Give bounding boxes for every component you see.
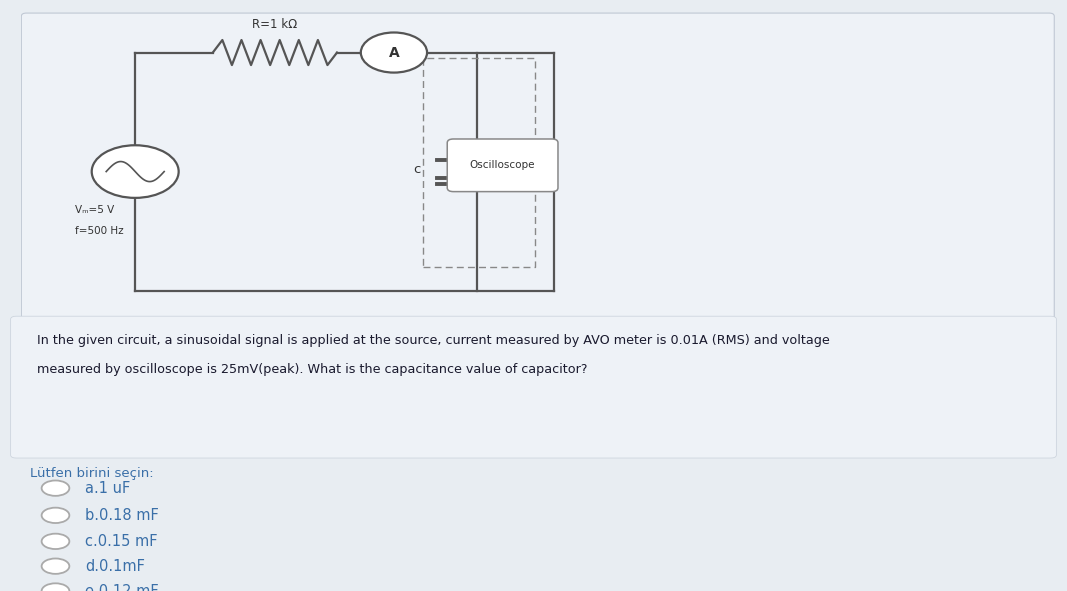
Text: measured by oscilloscope is 25mV(peak). What is the capacitance value of capacit: measured by oscilloscope is 25mV(peak). … bbox=[37, 363, 588, 376]
Text: c: c bbox=[413, 163, 420, 176]
Text: d.0.1mF: d.0.1mF bbox=[85, 558, 145, 574]
Text: A: A bbox=[388, 46, 399, 60]
Text: b.0.18 mF: b.0.18 mF bbox=[85, 508, 159, 523]
Text: Oscilloscope: Oscilloscope bbox=[469, 160, 536, 170]
Text: Lütfen birini seçin:: Lütfen birini seçin: bbox=[30, 467, 154, 480]
Circle shape bbox=[361, 33, 427, 73]
Text: f=500 Hz: f=500 Hz bbox=[75, 226, 124, 236]
FancyBboxPatch shape bbox=[11, 316, 1056, 458]
Circle shape bbox=[42, 558, 69, 574]
Text: R=1 kΩ: R=1 kΩ bbox=[252, 18, 298, 31]
Text: In the given circuit, a sinusoidal signal is applied at the source, current meas: In the given circuit, a sinusoidal signa… bbox=[37, 334, 830, 347]
FancyBboxPatch shape bbox=[21, 13, 1054, 325]
Text: Vₘ=5 V: Vₘ=5 V bbox=[75, 206, 114, 215]
Circle shape bbox=[42, 534, 69, 549]
Circle shape bbox=[42, 480, 69, 496]
Text: c.0.15 mF: c.0.15 mF bbox=[85, 534, 158, 549]
Text: e.0.12 mF: e.0.12 mF bbox=[85, 583, 159, 591]
Text: a.1 uF: a.1 uF bbox=[85, 480, 130, 496]
Bar bbox=[423, 57, 535, 267]
Circle shape bbox=[92, 145, 178, 198]
Circle shape bbox=[42, 583, 69, 591]
FancyBboxPatch shape bbox=[447, 139, 558, 191]
Circle shape bbox=[42, 508, 69, 523]
